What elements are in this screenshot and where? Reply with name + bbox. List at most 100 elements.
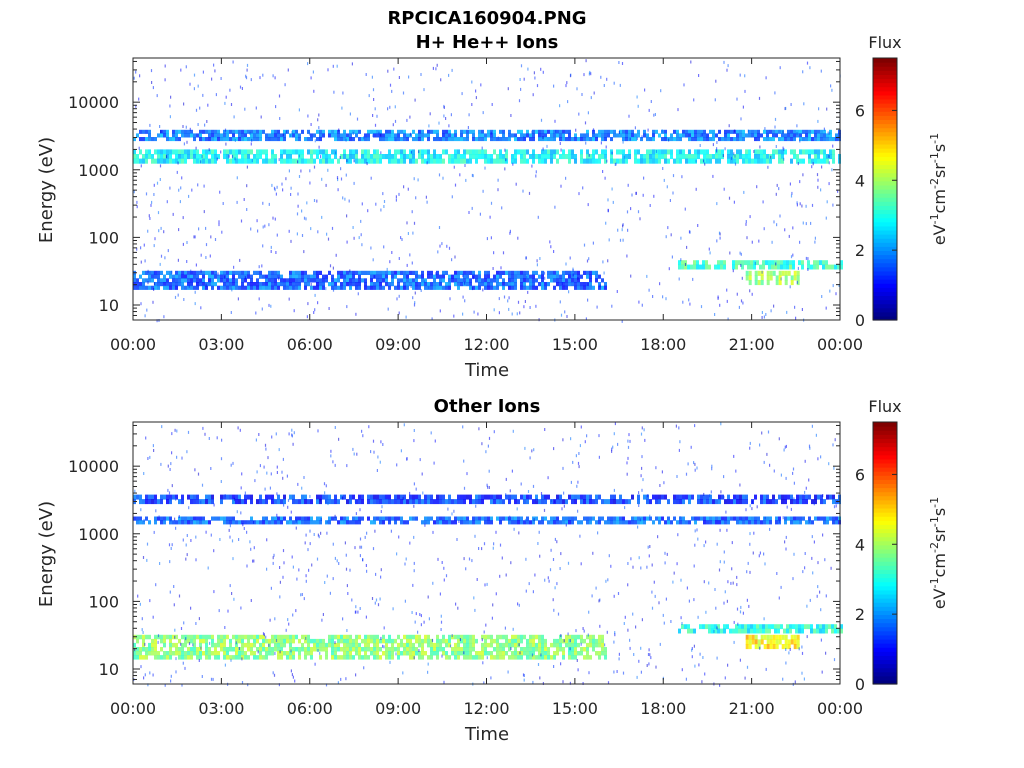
heatmap-cell <box>469 634 472 640</box>
heatmap-cell <box>400 642 403 648</box>
heatmap-cell <box>685 154 688 160</box>
heatmap-cell <box>406 285 409 290</box>
heatmap-cell <box>493 494 496 500</box>
x-tick-label: 00:00 <box>817 335 863 354</box>
heatmap-cell <box>214 651 217 656</box>
heatmap-speckle <box>468 113 470 117</box>
heatmap-cell <box>262 158 265 164</box>
heatmap-cell <box>166 516 169 521</box>
heatmap-cell <box>511 655 514 660</box>
heatmap-cell <box>334 285 337 290</box>
heatmap-speckle <box>143 518 145 522</box>
heatmap-cell <box>418 651 421 656</box>
heatmap-speckle <box>736 292 738 296</box>
heatmap-speckle <box>313 199 316 202</box>
heatmap-speckle <box>177 293 179 297</box>
heatmap-cell <box>211 270 214 275</box>
heatmap-speckle <box>765 76 767 80</box>
heatmap-speckle <box>225 142 227 146</box>
heatmap-cell <box>604 647 607 652</box>
heatmap-speckle <box>287 68 289 72</box>
heatmap-cell <box>706 149 709 155</box>
heatmap-speckle <box>614 633 616 637</box>
heatmap-cell <box>175 274 178 279</box>
heatmap-speckle <box>272 556 274 560</box>
heatmap-speckle <box>672 191 674 195</box>
heatmap-cell <box>813 628 816 634</box>
heatmap-cell <box>433 158 436 164</box>
heatmap-cell <box>175 129 178 134</box>
heatmap-cell <box>247 647 250 652</box>
heatmap-cell <box>706 133 709 138</box>
heatmap-cell <box>184 158 187 164</box>
heatmap-cell <box>295 149 298 155</box>
heatmap-speckle <box>678 277 680 281</box>
heatmap-speckle <box>251 138 253 142</box>
heatmap-cell <box>514 158 517 164</box>
heatmap-cell <box>253 137 256 142</box>
heatmap-cell <box>460 158 463 164</box>
heatmap-cell <box>199 282 202 287</box>
heatmap-cell <box>574 642 577 648</box>
heatmap-cell <box>622 133 625 138</box>
heatmap-cell <box>490 137 493 142</box>
x-tick-label: 09:00 <box>375 335 421 354</box>
heatmap-cell <box>172 278 175 283</box>
heatmap-speckle <box>653 194 655 198</box>
heatmap-speckle <box>665 235 667 239</box>
heatmap-cell <box>343 651 346 656</box>
heatmap-cell <box>367 516 370 521</box>
heatmap-cell <box>529 634 532 640</box>
heatmap-cell <box>268 638 271 644</box>
heatmap-cell <box>736 133 739 138</box>
heatmap-cell <box>406 274 409 279</box>
heatmap-cell <box>196 154 199 160</box>
heatmap-speckle <box>587 282 589 286</box>
heatmap-cell <box>678 628 681 634</box>
heatmap-cell <box>520 285 523 290</box>
heatmap-speckle <box>493 542 495 546</box>
heatmap-cell <box>523 274 526 279</box>
heatmap-speckle <box>493 308 495 312</box>
heatmap-cell <box>169 137 172 142</box>
heatmap-cell <box>316 520 319 525</box>
heatmap-speckle <box>617 228 619 232</box>
heatmap-cell <box>721 516 724 521</box>
heatmap-cell <box>783 628 786 634</box>
heatmap-cell <box>553 274 556 279</box>
heatmap-cell <box>553 642 556 648</box>
heatmap-speckle <box>745 220 747 223</box>
heatmap-speckle <box>275 192 277 196</box>
heatmap-cell <box>790 494 793 500</box>
heatmap-cell <box>316 642 319 648</box>
heatmap-cell <box>208 149 211 155</box>
heatmap-cell <box>520 154 523 160</box>
heatmap-cell <box>772 644 776 650</box>
heatmap-cell <box>361 638 364 644</box>
heatmap-speckle <box>210 235 212 239</box>
heatmap-cell <box>379 655 382 660</box>
heatmap-cell <box>616 133 619 138</box>
heatmap-cell <box>148 499 151 505</box>
heatmap-speckle <box>492 267 494 270</box>
heatmap-speckle <box>451 195 453 199</box>
heatmap-cell <box>169 499 172 505</box>
heatmap-cell <box>250 285 253 290</box>
heatmap-cell <box>235 651 238 656</box>
heatmap-cell <box>828 624 831 630</box>
heatmap-speckle <box>613 432 615 436</box>
heatmap-cell <box>736 516 739 521</box>
heatmap-cell <box>745 270 749 276</box>
heatmap-cell <box>175 647 178 652</box>
heatmap-speckle <box>313 89 315 93</box>
heatmap-cell <box>703 494 706 500</box>
heatmap-cell <box>154 270 157 275</box>
heatmap-speckle <box>180 68 182 72</box>
heatmap-cell <box>454 655 457 660</box>
heatmap-speckle <box>585 59 587 63</box>
heatmap-speckle <box>662 167 664 170</box>
heatmap-cell <box>175 158 178 164</box>
heatmap-cell <box>526 285 529 290</box>
heatmap-cell <box>472 154 475 160</box>
heatmap-speckle <box>583 629 585 633</box>
